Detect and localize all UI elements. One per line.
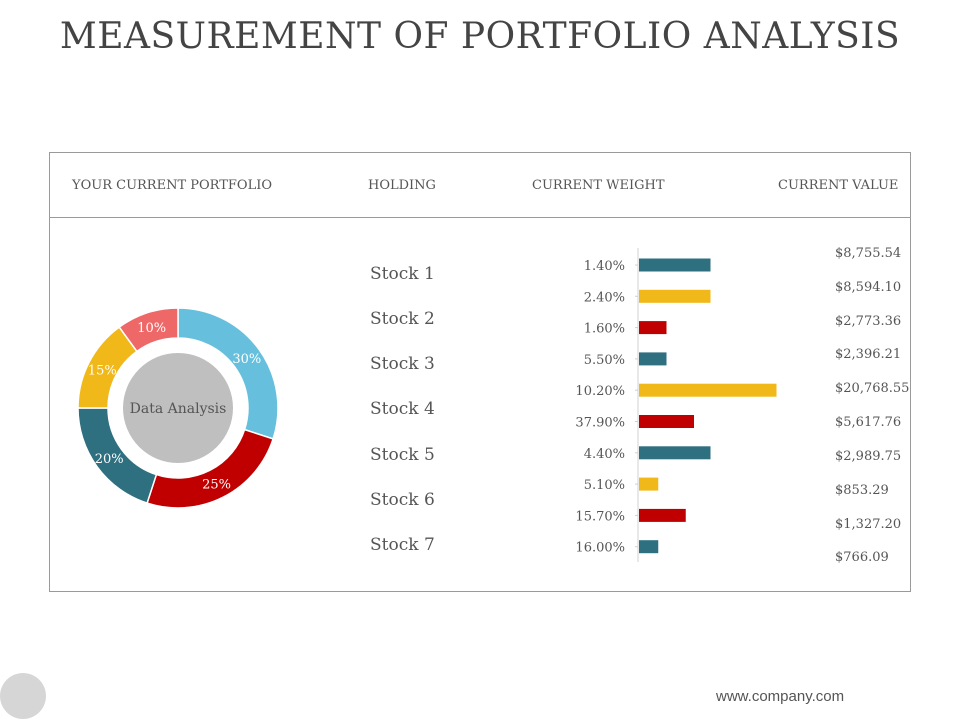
weight-tick-label: 10.20% [575,384,625,399]
table-header-box [49,152,911,218]
value-item: $20,768.55 [835,381,910,396]
decorative-circle [0,673,46,719]
holding-item: Stock 2 [370,309,435,329]
header-holding: HOLDING [368,178,436,193]
holding-item: Stock 5 [370,445,435,465]
holding-item: Stock 7 [370,535,435,555]
weight-tick-label: 37.90% [575,416,625,431]
value-item: $2,773.36 [835,314,902,329]
weight-tick-label: 5.10% [584,478,625,493]
weight-bar [639,415,694,428]
weight-bar [639,477,659,491]
weight-tick-label: 15.70% [575,509,625,524]
value-item: $8,594.10 [835,280,902,295]
donut-center [123,353,233,463]
weight-bar [639,352,667,366]
weight-tick-label: 5.50% [584,353,625,368]
donut-center-label: Data Analysis [130,401,227,417]
value-item: $853.29 [835,483,889,498]
weight-tick-label: 16.00% [575,541,625,556]
weight-bar [639,383,777,397]
header-portfolio: YOUR CURRENT PORTFOLIO [72,178,273,193]
value-item: $2,396.21 [835,347,902,362]
value-item: $5,617.76 [835,415,902,430]
weight-bar [639,446,711,460]
weight-bar [639,321,667,335]
donut-slice [118,307,179,353]
weight-bar [639,258,711,272]
value-item: $2,989.75 [835,449,902,464]
table-body-box [49,218,911,592]
weight-tick-label: 1.40% [584,259,625,274]
holding-item: Stock 4 [370,399,435,419]
value-item: $1,327.20 [835,517,902,532]
header-current-value: CURRENT VALUE [778,178,899,193]
holding-item: Stock 1 [370,264,435,284]
donut-slice-label: 20% [95,452,124,467]
holding-item: Stock 6 [370,490,435,510]
current-weight-bar-chart: 1.40% 2.40% 1.60% 5.50% 10.20% 37.90% 4.40% 5.1… [575,248,777,562]
weight-tick-label: 1.60% [584,322,625,337]
header-current-weight: CURRENT WEIGHT [532,178,665,193]
weight-bar [639,289,711,303]
page-title: MEASUREMENT OF PORTFOLIO ANALYSIS [59,16,901,57]
holding-item: Stock 3 [370,354,435,374]
value-item: $766.09 [835,550,889,565]
donut-slice-label: 15% [88,363,117,378]
weight-bar [639,540,659,554]
weight-bar [639,508,686,522]
value-item: $8,755.54 [835,246,902,261]
footer-website: www.company.com [716,688,845,705]
portfolio-donut-chart: 30% 25% 20% 15% 10% Data Analysis [77,307,279,509]
weight-tick-label: 2.40% [584,290,625,305]
donut-slice-label: 30% [232,352,261,367]
donut-slice-label: 25% [202,478,231,493]
donut-slice-label: 10% [137,321,166,336]
weight-tick-label: 4.40% [584,447,625,462]
